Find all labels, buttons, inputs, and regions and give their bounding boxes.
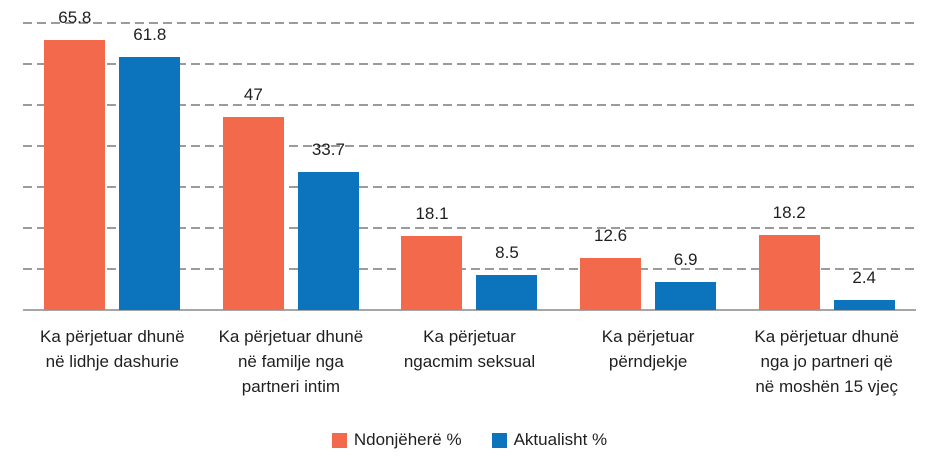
data-label: 2.4 xyxy=(852,268,876,288)
data-label: 18.2 xyxy=(772,203,806,223)
data-label: 65.8 xyxy=(58,8,92,28)
gridline-70 xyxy=(23,22,916,24)
bar-group-2: 47 33.7 xyxy=(202,0,381,310)
bar-series1-cat1: 65.8 xyxy=(44,8,106,310)
bar-series2-cat1: 61.8 xyxy=(119,25,181,310)
bar-series1-cat3: 18.1 xyxy=(401,204,463,310)
gridline-50 xyxy=(23,104,916,106)
legend-swatch-icon xyxy=(491,432,507,448)
gridline-30 xyxy=(23,186,916,188)
x-axis-line xyxy=(23,309,916,311)
bar-series2-cat4: 6.9 xyxy=(655,250,717,310)
gridline-10 xyxy=(23,268,916,270)
bar-series1-cat2: 47 xyxy=(222,85,284,310)
legend-swatch-icon xyxy=(331,432,347,448)
category-label-3: Ka përjetuar ngacmim seksual xyxy=(403,327,536,371)
category-label-5: Ka përjetuar dhunë nga jo partneri që në… xyxy=(754,327,899,396)
bar-series1-cat4: 12.6 xyxy=(580,226,642,310)
bar-series2-cat5: 2.4 xyxy=(833,268,895,310)
bar-group-4: 12.6 6.9 xyxy=(559,0,738,310)
legend-label: Ndonjëherë % xyxy=(353,430,462,449)
data-label: 6.9 xyxy=(673,249,698,269)
bar-group-5: 18.2 2.4 xyxy=(737,0,916,310)
bar-group-1: 65.8 61.8 xyxy=(23,0,202,310)
data-label: 61.8 xyxy=(133,24,167,44)
bar-series1-cat5: 18.2 xyxy=(758,203,820,310)
data-label: 8.5 xyxy=(495,243,519,263)
bar-series2-cat3: 8.5 xyxy=(476,243,538,310)
category-label-1: Ka përjetuar dhunë në lidhje dashurie xyxy=(39,327,185,371)
legend-label: Aktualisht % xyxy=(513,430,608,449)
bar-series2-cat2: 33.7 xyxy=(297,140,359,310)
gridline-20 xyxy=(23,227,916,229)
category-label-2: Ka përjetuar dhunë në familje nga partne… xyxy=(218,327,364,396)
category-label-4: Ka përjetuar përndjekje xyxy=(601,327,695,371)
legend-item-1: Ndonjëherë % xyxy=(331,430,462,450)
gridline-60 xyxy=(23,63,916,65)
plot-area: 65.8 61.8 47 33.7 18.1 8.5 12.6 6.9 18.2 2.4 xyxy=(23,0,916,311)
data-label: 47 xyxy=(243,85,263,105)
data-label: 18.1 xyxy=(415,203,449,223)
legend: Ndonjëherë % Aktualisht % xyxy=(0,430,939,450)
gridline-40 xyxy=(23,145,916,147)
category-axis-labels: Ka përjetuar dhunë në lidhje dashurie Ka … xyxy=(23,324,916,424)
data-label: 33.7 xyxy=(311,139,345,159)
bar-group-3: 18.1 8.5 xyxy=(380,0,559,310)
data-label: 12.6 xyxy=(594,226,628,246)
legend-item-2: Aktualisht % xyxy=(491,430,608,450)
